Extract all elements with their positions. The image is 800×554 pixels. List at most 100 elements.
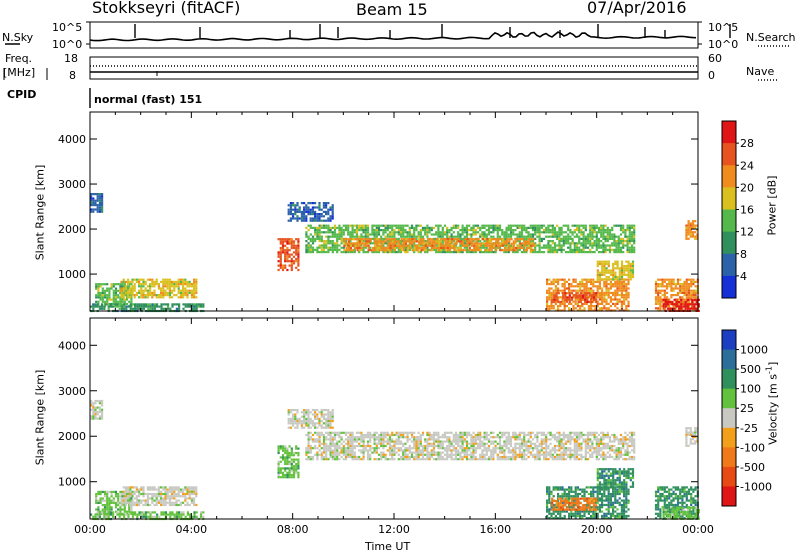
power-cell: [297, 240, 300, 243]
power-cell: [167, 303, 170, 306]
power-cell: [486, 244, 489, 247]
power-cell: [529, 240, 532, 243]
power-cell: [499, 244, 502, 247]
power-cell: [536, 244, 539, 247]
power-cell: [590, 289, 593, 292]
velocity-cell: [402, 444, 405, 448]
velocity-cell: [168, 503, 171, 507]
velocity-cell: [388, 451, 392, 454]
power-cell: [112, 289, 115, 292]
power-cell: [595, 300, 598, 304]
power-cell: [316, 248, 319, 251]
power-cell: [410, 224, 414, 227]
power-cell: [123, 305, 126, 308]
power-cell: [298, 206, 301, 209]
power-cell: [604, 251, 607, 254]
velocity-cell: [190, 501, 193, 504]
power-cell: [162, 285, 165, 288]
power-cell: [654, 298, 658, 301]
velocity-cell: [175, 488, 178, 491]
velocity-cell: [103, 513, 106, 516]
power-cell: [558, 240, 561, 243]
power-cell: [490, 238, 493, 241]
power-cell: [279, 249, 282, 252]
power-cell: [572, 278, 575, 281]
power-cell: [497, 242, 500, 245]
power-cell: [442, 246, 445, 250]
power-cell: [355, 224, 359, 227]
power-cell: [598, 294, 601, 297]
power-cell: [393, 238, 397, 241]
power-cell: [134, 307, 137, 310]
power-cell: [466, 240, 469, 243]
velocity-cell: [133, 497, 136, 500]
power-cell: [320, 215, 323, 218]
power-cell: [364, 246, 367, 249]
velocity-cell: [92, 408, 95, 411]
power-cell: [523, 251, 526, 254]
power-cell: [402, 249, 405, 252]
power-cell: [487, 226, 491, 229]
velocity-cell: [108, 501, 111, 504]
power-cell: [661, 300, 664, 303]
velocity-cell: [128, 506, 131, 509]
power-cell: [492, 224, 495, 227]
power-cell: [592, 280, 595, 283]
velocity-cell: [144, 499, 147, 502]
power-cell: [421, 235, 425, 238]
power-cell: [289, 210, 292, 213]
power-cell: [668, 305, 671, 308]
power-cell: [429, 244, 432, 247]
power-cell: [90, 204, 93, 207]
power-cell: [452, 235, 455, 238]
power-cell: [279, 262, 282, 265]
power-cell: [556, 244, 559, 247]
power-cell: [609, 269, 613, 272]
power-cell: [309, 233, 312, 236]
velocity-cell: [344, 447, 348, 450]
power-cell: [668, 278, 671, 281]
power-cell: [696, 233, 699, 236]
power-cell: [563, 305, 566, 308]
power-cell: [589, 248, 592, 251]
power-cell: [486, 249, 489, 252]
power-cell: [671, 301, 674, 304]
power-cell: [331, 204, 334, 207]
power-cell: [309, 240, 312, 243]
velocity-cell: [114, 504, 118, 507]
power-colorbar-segment: [722, 209, 736, 233]
power-cell: [314, 240, 317, 243]
power-cell: [659, 305, 662, 308]
power-cell: [385, 238, 388, 241]
power-cell: [571, 237, 574, 240]
power-cell: [474, 233, 477, 236]
velocity-cell: [355, 431, 359, 434]
power-cell: [597, 240, 601, 243]
power-cell: [683, 289, 686, 292]
power-cell: [627, 305, 630, 308]
velocity-cell: [164, 501, 167, 504]
power-cell: [525, 240, 529, 243]
power-cell: [618, 269, 621, 272]
power-cell: [393, 235, 396, 238]
velocity-cell: [325, 431, 328, 434]
power-cell: [546, 278, 549, 281]
power-cell: [435, 240, 438, 243]
power-cell: [659, 307, 662, 310]
velocity-cell: [322, 422, 325, 425]
power-cell: [342, 246, 345, 249]
velocity-cell: [110, 508, 113, 511]
power-cell: [612, 267, 615, 270]
power-cell: [687, 287, 691, 290]
power-cell: [601, 287, 604, 290]
power-cell: [461, 229, 464, 232]
power-cell: [173, 303, 176, 306]
freq-unit-label: [MHz]: [3, 66, 36, 79]
velocity-cell: [388, 442, 392, 445]
power-cell: [546, 300, 549, 303]
velocity-cell: [157, 490, 160, 493]
power-cell: [437, 235, 440, 238]
power-cell: [311, 217, 314, 220]
power-cell: [442, 244, 445, 247]
power-cell: [614, 294, 617, 297]
